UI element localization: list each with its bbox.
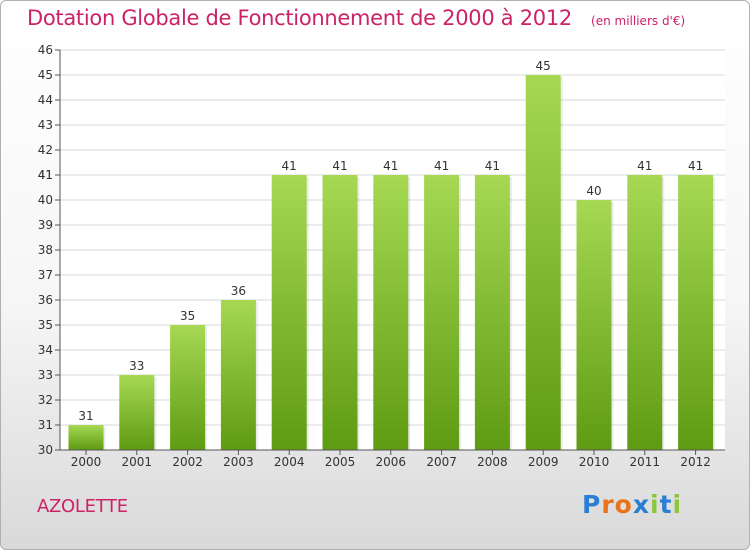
x-tick-label: 2006 xyxy=(376,455,407,469)
y-tick-label: 37 xyxy=(38,268,53,282)
y-tick-label: 30 xyxy=(38,443,53,457)
logo-letter: r xyxy=(601,490,615,519)
y-tick-label: 42 xyxy=(38,143,53,157)
bar-value-label: 36 xyxy=(231,284,246,298)
logo-letter: x xyxy=(632,490,650,519)
bar-value-label: 33 xyxy=(129,359,144,373)
y-tick-label: 31 xyxy=(38,418,53,432)
bar xyxy=(373,175,409,450)
y-tick-label: 43 xyxy=(38,118,53,132)
bar-value-label: 41 xyxy=(383,159,398,173)
bar xyxy=(474,175,510,450)
y-tick-label: 38 xyxy=(38,243,53,257)
x-tick-label: 2009 xyxy=(528,455,559,469)
x-tick-label: 2010 xyxy=(579,455,610,469)
bar xyxy=(627,175,663,450)
x-tick-label: 2012 xyxy=(680,455,711,469)
bar-value-label: 41 xyxy=(434,159,449,173)
bar xyxy=(170,325,206,450)
logo-letter: P xyxy=(582,490,602,519)
x-tick-label: 2000 xyxy=(71,455,102,469)
logo-letter: o xyxy=(614,490,633,519)
title-text: Dotation Globale de Fonctionnement de 20… xyxy=(27,6,572,30)
y-tick-label: 33 xyxy=(38,368,53,382)
bar-value-label: 41 xyxy=(485,159,500,173)
x-tick-label: 2008 xyxy=(477,455,508,469)
bar xyxy=(220,300,256,450)
proxiti-logo: Proxiti xyxy=(582,490,682,519)
bar-value-label: 41 xyxy=(637,159,652,173)
x-tick-label: 2002 xyxy=(172,455,203,469)
x-tick-label: 2004 xyxy=(274,455,305,469)
bar xyxy=(322,175,358,450)
y-tick-label: 45 xyxy=(38,68,53,82)
bar xyxy=(678,175,714,450)
y-tick-label: 41 xyxy=(38,168,53,182)
y-tick-label: 41 xyxy=(38,168,53,182)
bar-value-label: 40 xyxy=(586,184,601,198)
y-tick-label: 32 xyxy=(38,393,53,407)
x-tick-label: 2003 xyxy=(223,455,254,469)
bar-value-label: 31 xyxy=(78,409,93,423)
commune-name: AZOLETTE xyxy=(37,496,128,517)
bar-value-label: 41 xyxy=(282,159,297,173)
logo-letter: t xyxy=(659,490,673,519)
x-tick-label: 2011 xyxy=(630,455,661,469)
y-tick-label: 39 xyxy=(38,218,53,232)
y-tick-label: 46 xyxy=(38,43,53,57)
bar-value-label: 41 xyxy=(332,159,347,173)
bar xyxy=(271,175,307,450)
x-tick-label: 2001 xyxy=(122,455,153,469)
bar xyxy=(119,375,155,450)
bar xyxy=(424,175,460,450)
unit-note: (en milliers d'€) xyxy=(591,14,686,28)
bar xyxy=(525,75,561,450)
logo-letter: i xyxy=(650,490,660,519)
y-tick-label: 40 xyxy=(38,193,53,207)
x-tick-label: 2007 xyxy=(426,455,457,469)
bar-value-label: 45 xyxy=(536,59,551,73)
y-tick-label: 34 xyxy=(38,343,53,357)
y-tick-label: 44 xyxy=(38,93,53,107)
y-tick-label: 35 xyxy=(38,318,53,332)
chart-title: Dotation Globale de Fonctionnement de 20… xyxy=(27,6,685,38)
logo-letter: i xyxy=(672,490,683,519)
x-tick-label: 2005 xyxy=(325,455,356,469)
bar-value-label: 41 xyxy=(688,159,703,173)
bar xyxy=(576,200,612,450)
bar-value-label: 35 xyxy=(180,309,195,323)
bar xyxy=(68,425,104,450)
y-tick-label: 36 xyxy=(38,293,53,307)
